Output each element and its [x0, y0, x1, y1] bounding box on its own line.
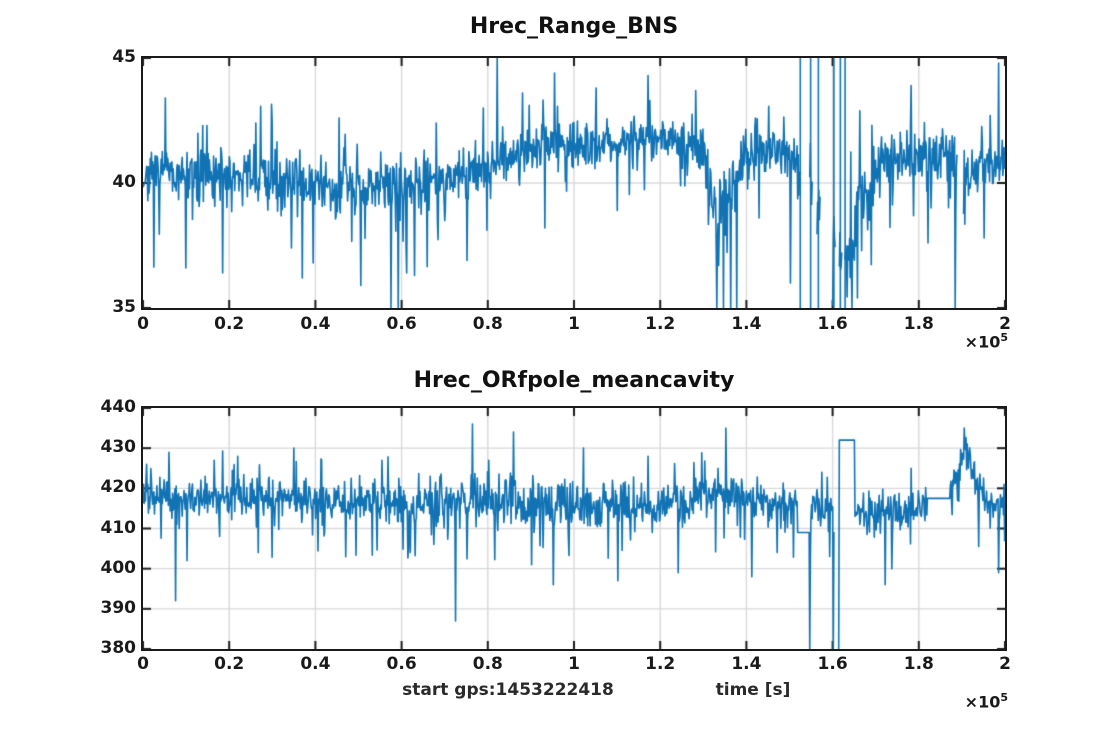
x-tick-label: 0.8: [472, 314, 503, 334]
x-tick-label: 1.4: [731, 654, 762, 674]
x-tick-label: 1.2: [645, 654, 676, 674]
plot1-axes: [141, 56, 1007, 310]
y-tick-label: 390: [100, 597, 137, 618]
xlabel-time: time [s]: [715, 680, 791, 700]
exponent-value: 5: [1000, 691, 1008, 704]
exponent-multiplier: ×10: [964, 332, 1001, 352]
y-tick-label: 430: [100, 437, 137, 458]
x-tick-label: 1.6: [817, 314, 848, 334]
x-tick-label: 2: [999, 654, 1011, 674]
xlabel-start-gps: start gps:1453222418: [402, 680, 614, 700]
y-tick-label: 35: [112, 297, 136, 317]
x-tick-label: 0.4: [300, 314, 331, 334]
x-tick-label: 2: [999, 314, 1011, 334]
plot1-x-axis-exponent: ×105: [888, 331, 1008, 351]
x-tick-label: 1.8: [903, 654, 934, 674]
exponent-multiplier: ×10: [964, 692, 1001, 712]
y-tick-label: 400: [100, 557, 137, 578]
y-tick-label: 40: [112, 172, 136, 192]
x-tick-label: 1.6: [817, 654, 848, 674]
plot1-series-canvas: [143, 58, 1005, 308]
y-tick-label: 420: [100, 477, 137, 498]
plot2-series-canvas: [143, 408, 1005, 649]
plot2-axes: [141, 406, 1007, 651]
x-tick-label: 1.8: [903, 314, 934, 334]
x-tick-label: 0: [137, 654, 149, 674]
x-tick-label: 0.4: [300, 654, 331, 674]
x-tick-label: 1: [568, 314, 580, 334]
y-tick-label: 380: [100, 638, 137, 658]
x-tick-label: 1: [568, 654, 580, 674]
x-tick-label: 0.6: [386, 314, 417, 334]
y-tick-label: 410: [100, 517, 137, 538]
plot2-title: Hrec_ORfpole_meancavity: [413, 368, 735, 393]
x-tick-label: 0.2: [214, 654, 245, 674]
x-tick-label: 1.4: [731, 314, 762, 334]
x-tick-label: 0: [137, 314, 149, 334]
plot1-title: Hrec_Range_BNS: [469, 14, 679, 39]
plot2-x-axis-exponent: ×105: [888, 691, 1008, 711]
y-tick-label: 45: [112, 47, 136, 67]
x-tick-label: 1.2: [645, 314, 676, 334]
x-tick-label: 0.8: [472, 654, 503, 674]
x-tick-label: 0.2: [214, 314, 245, 334]
x-tick-label: 0.6: [386, 654, 417, 674]
exponent-value: 5: [1000, 331, 1008, 344]
y-tick-label: 440: [100, 397, 137, 417]
